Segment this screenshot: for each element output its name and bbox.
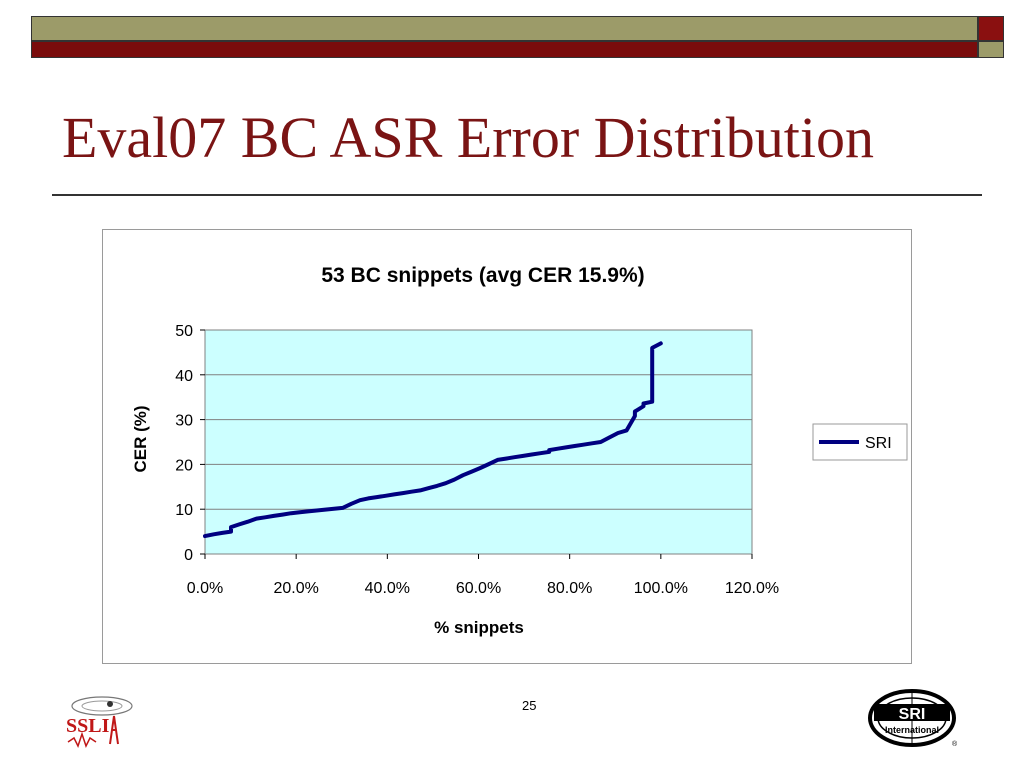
sri-international-logo: SRI International ®: [868, 689, 958, 748]
header-band-maroon: [31, 41, 978, 58]
chart-title: 53 BC snippets (avg CER 15.9%): [321, 264, 644, 287]
x-tick-label: 80.0%: [547, 580, 592, 597]
y-tick-label: 10: [175, 502, 193, 519]
ssli-logo-orbit-inner: [81, 700, 123, 712]
header-band-olive: [31, 16, 978, 41]
x-tick-label: 0.0%: [187, 580, 223, 597]
y-tick-label: 20: [175, 457, 193, 474]
x-tick-label: 40.0%: [365, 580, 410, 597]
ssli-logo-wave: [67, 731, 97, 748]
legend-box: [812, 423, 908, 461]
x-axis-title: % snippets: [434, 618, 524, 637]
sri-logo-band: [874, 704, 950, 721]
plot-area: 0 10 20 30 40 50 0.0% 20.0% 40.0% 60.0% 80.0% 100.0…: [175, 323, 779, 597]
ssli-logo-tower: [109, 715, 119, 745]
y-axis-title: CER (%): [131, 405, 150, 472]
y-tick-label: 50: [175, 323, 193, 340]
chart-container: 53 BC snippets (avg CER 15.9%) 0 10 20 30 40…: [102, 229, 912, 664]
header-band: [31, 16, 978, 58]
ssli-logo-text: SSLI: [66, 715, 110, 737]
plot-background: [204, 329, 753, 555]
ssli-logo-orbit: [71, 696, 133, 716]
header-corner-red: [978, 16, 1004, 41]
sri-logo-subtext: International: [885, 725, 939, 735]
ssli-logo-dot: [107, 701, 113, 707]
x-tick-label: 20.0%: [273, 580, 318, 597]
y-tick-label: 30: [175, 413, 193, 430]
title-divider: [52, 194, 982, 196]
slide-title: Eval07 BC ASR Error Distribution: [62, 105, 874, 170]
ssli-logo: SSLI: [66, 696, 133, 748]
y-tick-label: 40: [175, 368, 193, 385]
page-number: 25: [522, 698, 537, 713]
x-tick-label: 60.0%: [456, 580, 501, 597]
sri-logo-text: SRI: [899, 706, 926, 723]
legend-label-sri: SRI: [865, 435, 892, 452]
chart-svg: 53 BC snippets (avg CER 15.9%) 0 10 20 30 40…: [131, 264, 908, 637]
registered-mark-icon: ®: [952, 740, 958, 748]
x-tick-label: 100.0%: [634, 580, 688, 597]
header-corner-olive: [978, 41, 1004, 58]
legend: SRI: [812, 423, 908, 461]
x-tick-label: 120.0%: [725, 580, 779, 597]
series-line-sri: [203, 341, 663, 539]
y-tick-label: 0: [184, 547, 193, 564]
